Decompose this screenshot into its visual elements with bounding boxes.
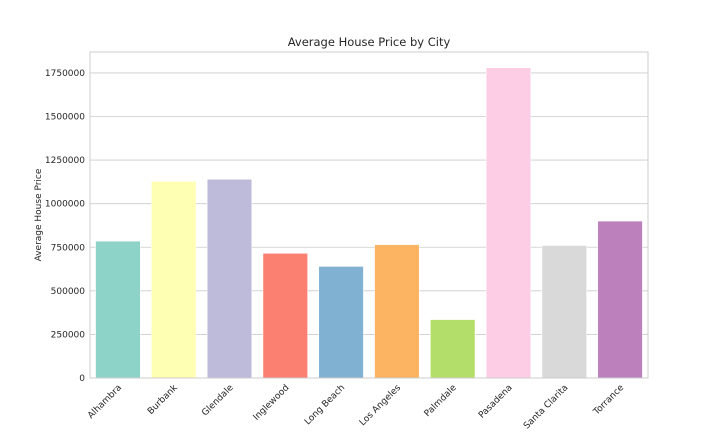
x-tick-label: Alhambra [86, 383, 124, 421]
y-tick-label: 1250000 [45, 156, 85, 166]
bars-layer [95, 67, 643, 379]
bar-santa-clarita [541, 245, 587, 379]
bar-palmdale [430, 319, 476, 379]
y-tick-label: 750000 [51, 243, 86, 253]
y-tick-label: 1000000 [45, 200, 85, 210]
chart-title: Average House Price by City [288, 35, 451, 49]
plot-frame [89, 51, 649, 379]
y-tick-label: 1500000 [45, 113, 85, 123]
x-tick-label: Los Angeles [358, 383, 403, 428]
bar-alhambra [95, 240, 141, 379]
bar-pasadena [485, 67, 532, 379]
bar-long-beach [318, 266, 364, 379]
y-tick-labels: 0 250000 500000 750000 1000000 1250000 1500000… [45, 69, 85, 384]
x-tick-label: Santa Clarita [522, 383, 570, 431]
x-tick-label: Burbank [146, 383, 180, 417]
y-tick-label: 250000 [51, 330, 86, 340]
x-tick-label: Inglewood [252, 383, 292, 423]
y-tick-label: 500000 [51, 287, 86, 297]
x-tick-label: Glendale [200, 383, 236, 419]
y-axis-label: Average House Price [34, 168, 44, 261]
bar-los-angeles [374, 244, 420, 379]
bar-glendale [206, 179, 253, 379]
x-tick-label: Torrance [591, 383, 626, 418]
x-tick-labels: Alhambra Burbank Glendale Inglewood Long Bea… [86, 383, 626, 432]
bar-torrance [597, 220, 643, 379]
x-tick-label: Pasadena [477, 383, 515, 421]
bar-burbank [151, 181, 197, 379]
y-tick-label: 0 [79, 374, 85, 384]
y-tick-label: 1750000 [45, 69, 85, 79]
bar-inglewood [262, 253, 308, 379]
x-tick-label: Palmdale [423, 383, 459, 419]
x-tick-label: Long Beach [303, 383, 347, 427]
